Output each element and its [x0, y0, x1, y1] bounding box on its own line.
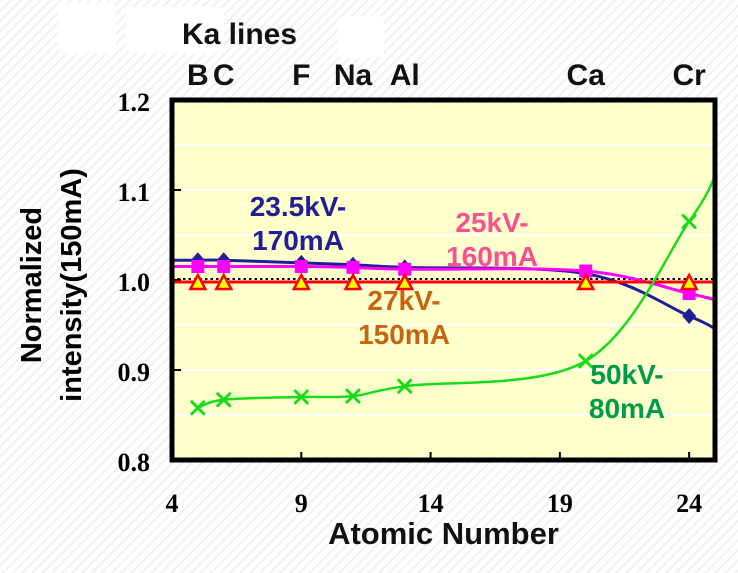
x-marker [293, 389, 309, 405]
triangle-marker [343, 272, 363, 291]
series-label-line: 27kV- [367, 285, 441, 316]
x-marker [578, 353, 594, 369]
element-label-B: B [187, 59, 209, 92]
y-tick-label: 0.8 [117, 448, 151, 477]
series-label-line: 50kV- [590, 359, 664, 390]
element-label-Na: Na [333, 59, 373, 92]
series-label-27kV-150mA: 27kV- 150mA [358, 284, 450, 352]
series-27kV-150mA [172, 272, 715, 291]
watermark-blob [126, 7, 224, 53]
x-tick-label: 19 [546, 489, 573, 518]
series-50kV-80mA [190, 175, 715, 416]
triangle-marker [576, 272, 596, 291]
square-marker [579, 264, 593, 278]
element-label-Ca: Ca [566, 59, 605, 92]
y-tick-label: 0.9 [117, 358, 151, 387]
y-tick-label: 1.0 [117, 268, 151, 297]
series-label-line: 160mA [446, 241, 538, 272]
triangle-marker [188, 272, 208, 291]
series-label-23-5kV-170mA: 23.5kV- 170mA [250, 190, 347, 258]
series-label-line: 80mA [588, 393, 666, 424]
x-tick-label: 4 [165, 489, 179, 518]
plot-border [169, 97, 718, 463]
series-line-23.5kV-170mA [172, 258, 715, 330]
square-marker [217, 260, 231, 273]
x-marker [681, 214, 697, 229]
series-label-line: 25kV- [455, 207, 529, 238]
y-tick-label: 1.2 [117, 88, 151, 117]
x-marker [345, 388, 361, 404]
series-label-25kV-160mA: 25kV- 160mA [446, 206, 538, 274]
square-marker [191, 260, 205, 273]
element-label-C: C [212, 59, 235, 92]
x-axis-title: Atomic Number [328, 516, 559, 551]
triangle-marker [214, 272, 234, 291]
element-label-Al: Al [389, 59, 420, 92]
square-marker [346, 260, 360, 274]
x-tick-label: 14 [417, 489, 444, 518]
y-tick-label: 1.1 [117, 178, 151, 207]
triangle-marker [291, 272, 311, 291]
square-marker [398, 262, 412, 276]
series-label-line: 150mA [358, 319, 450, 350]
x-tick-label: 9 [294, 489, 308, 518]
series-label-50kV-80mA: 50kV- 80mA [589, 358, 665, 426]
x-marker [397, 378, 413, 394]
element-label-Cr: Cr [672, 59, 706, 92]
diamond-marker [682, 308, 697, 324]
series-25kV-160mA [172, 260, 715, 302]
x-marker [216, 392, 232, 408]
chart-title: Ka lines [181, 18, 298, 51]
x-tick-label: 24 [676, 489, 703, 518]
series-label-line: 23.5kV- [249, 191, 347, 222]
element-label-F: F [292, 59, 311, 92]
x-marker [190, 400, 206, 416]
series-label-line: 170mA [252, 225, 344, 256]
watermark-blob [338, 16, 384, 58]
square-marker [294, 260, 308, 273]
triangle-marker [395, 272, 415, 291]
watermark-blob [58, 3, 116, 53]
series-line-25kV-160mA [172, 264, 715, 302]
triangle-marker [679, 272, 699, 291]
